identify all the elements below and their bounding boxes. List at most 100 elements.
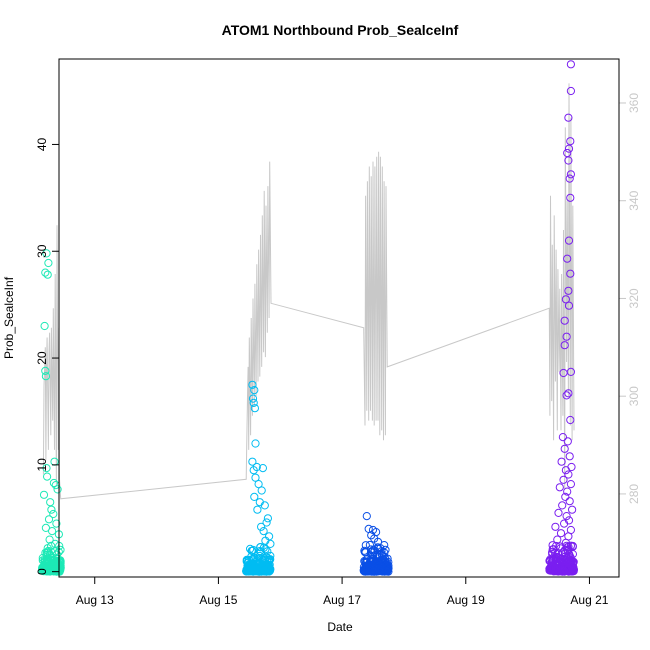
data-point [558, 548, 568, 557]
y-tick-label: 40 [35, 137, 49, 151]
data-point [558, 501, 567, 510]
series-4 [545, 60, 579, 576]
data-point [44, 515, 54, 524]
data-point [568, 541, 577, 551]
data-point [551, 522, 560, 531]
x-axis-label: Date [327, 620, 353, 634]
chart-title: ATOM1 Northbound Prob_SealceInf [222, 22, 459, 38]
data-point [564, 113, 573, 122]
data-point [49, 478, 59, 488]
data-point [562, 541, 571, 550]
y-tick-label: 20 [35, 351, 49, 365]
data-point [41, 268, 50, 277]
data-point [553, 535, 562, 544]
data-point [566, 269, 575, 278]
data-point [243, 556, 252, 566]
data-point [248, 394, 258, 403]
data-point [53, 485, 62, 494]
data-point [561, 466, 571, 475]
data-point [554, 508, 563, 518]
data-point [554, 553, 563, 562]
data-point [566, 86, 576, 96]
data-point [566, 137, 575, 146]
data-point [362, 512, 371, 521]
data-point [260, 501, 269, 510]
data-point [375, 564, 384, 574]
data-point [561, 295, 571, 304]
data-point [250, 492, 259, 501]
data-point [566, 415, 575, 425]
data-point [365, 540, 374, 550]
data-point [45, 535, 54, 544]
data-point [568, 505, 577, 514]
data-point [249, 466, 258, 475]
data-point [564, 301, 574, 310]
y2-tick-label: 320 [627, 288, 641, 308]
data-point [556, 529, 566, 538]
data-point [250, 386, 259, 395]
x-tick-label: Aug 17 [323, 593, 361, 607]
data-point [569, 565, 578, 574]
data-point [42, 464, 51, 473]
data-point [245, 567, 254, 576]
y-axis-label: Prob_SealceInf [2, 276, 16, 359]
data-point [565, 174, 574, 183]
data-point [39, 490, 49, 499]
data-point [382, 561, 391, 570]
data-point [560, 444, 569, 453]
data-point [259, 527, 268, 536]
data-point [560, 563, 570, 573]
data-point [564, 470, 573, 479]
data-point [561, 492, 570, 501]
x-tick-label: Aug 13 [76, 593, 114, 607]
y2-tick-label: 340 [627, 190, 641, 210]
data-point [245, 564, 254, 573]
data-point [249, 398, 258, 407]
data-point [251, 439, 260, 448]
data-point [558, 433, 568, 442]
data-point [46, 498, 55, 507]
data-point [549, 545, 558, 554]
data-point [371, 564, 380, 574]
data-point [562, 391, 571, 400]
data-point [263, 547, 272, 556]
x-tick-label: Aug 21 [570, 593, 608, 607]
data-point [562, 332, 571, 341]
data-point [265, 532, 274, 541]
data-point [254, 480, 263, 489]
y-tick-label: 30 [35, 244, 49, 258]
data-point [559, 475, 568, 484]
data-point [41, 523, 51, 533]
data-point [560, 519, 569, 528]
data-point [564, 236, 574, 245]
data-point [249, 564, 258, 573]
data-point [48, 553, 57, 562]
data-point [247, 546, 256, 555]
data-point [50, 457, 59, 466]
data-point [255, 565, 264, 574]
y2-tick-label: 360 [627, 93, 641, 113]
y2-tick-label: 300 [627, 386, 641, 406]
data-point [263, 514, 272, 523]
data-point [566, 170, 576, 179]
data-point [44, 555, 53, 564]
data-point [250, 553, 259, 562]
data-point [565, 497, 574, 506]
data-point [564, 156, 573, 165]
series-3 [359, 512, 393, 576]
data-point [256, 548, 265, 557]
data-point [257, 522, 266, 531]
data-point [360, 546, 369, 555]
data-point [248, 380, 257, 389]
series-2 [242, 380, 275, 576]
data-point [266, 555, 275, 564]
data-point [564, 389, 573, 398]
data-point [49, 509, 58, 519]
y2-tick-label: 280 [627, 484, 641, 504]
data-point [41, 366, 50, 375]
x-tick-label: Aug 19 [447, 593, 485, 607]
data-point [43, 270, 52, 279]
data-point [376, 544, 385, 553]
data-point [565, 452, 574, 461]
